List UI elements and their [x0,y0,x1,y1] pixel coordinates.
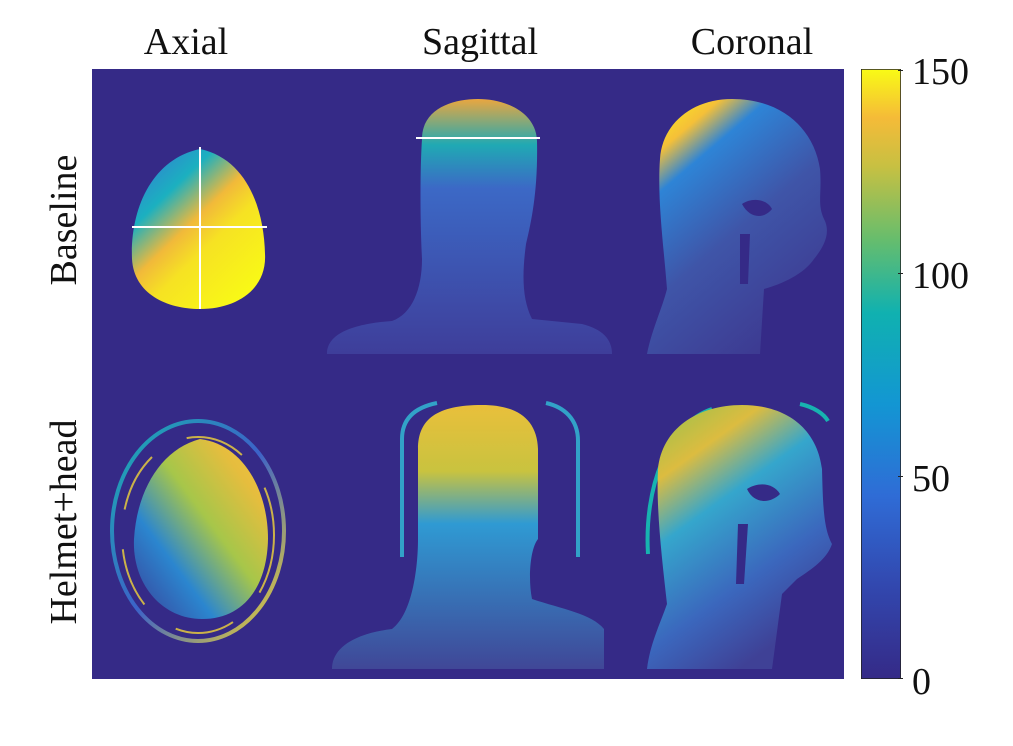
colorbar [861,69,901,679]
helmet-coronal-slice [645,402,832,669]
colorbar-tick-label-50: 50 [912,458,950,500]
colorbar-tick-mark-0 [898,678,903,679]
column-title-sagittal: Sagittal [421,21,539,63]
colorbar-tick-mark-150 [898,70,903,71]
row-label-helmet-head: Helmet+head [43,419,85,625]
column-title-coronal: Coronal [690,21,814,63]
colorbar-tick-label-0: 0 [912,661,931,703]
helmet-shell-left [400,401,438,557]
helmet-sagittal-slice [332,401,604,669]
helmet-shell-right [545,401,580,557]
helmet-axial-slice [110,419,286,643]
helmet-ring [110,419,286,643]
baseline-coronal-slice [647,99,827,354]
colorbar-tick-label-100: 100 [912,255,969,297]
colorbar-tick-mark-100 [898,273,903,274]
field-map-panel [92,69,844,679]
colorbar-tick-label-150: 150 [912,51,969,93]
baseline-sagittal-slice [327,99,612,354]
column-title-axial: Axial [143,21,229,63]
baseline-axial-slice [131,147,267,309]
row-label-baseline: Baseline [43,154,85,286]
colorbar-tick-mark-50 [898,476,903,477]
